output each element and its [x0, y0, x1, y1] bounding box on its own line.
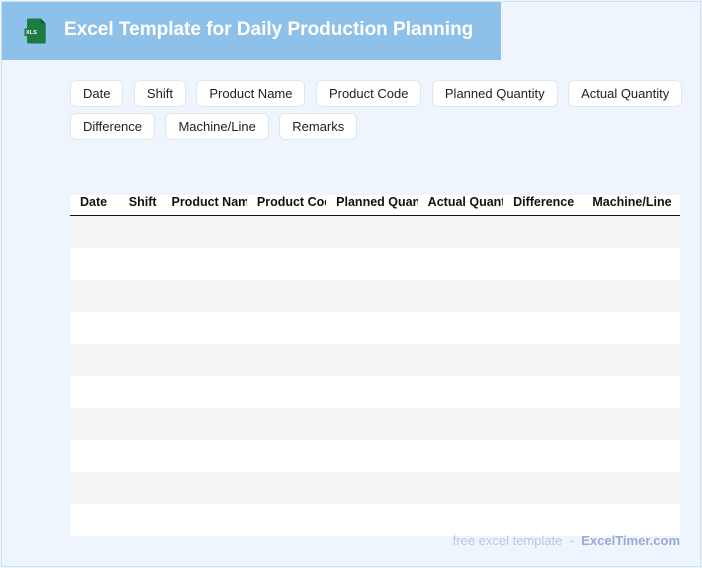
svg-text:XLS: XLS [26, 30, 37, 36]
